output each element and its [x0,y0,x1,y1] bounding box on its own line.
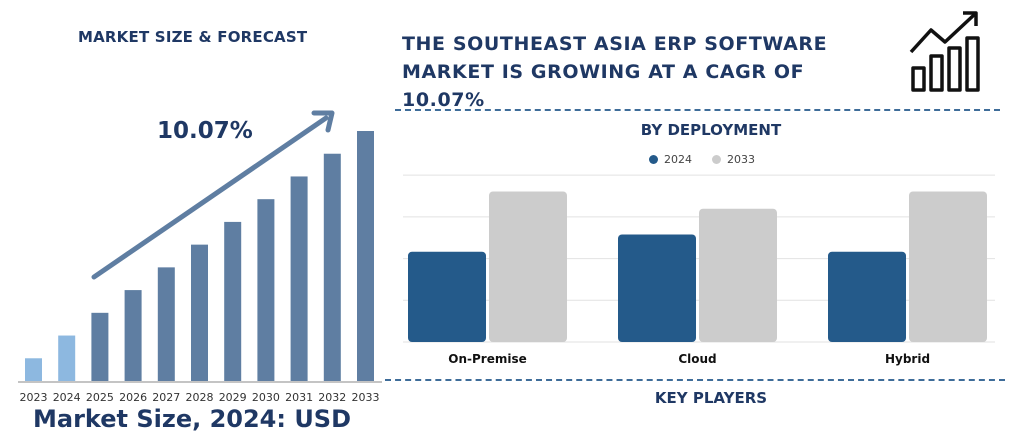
forecast-tick-2027: 2027 [152,391,180,404]
forecast-bar-2027 [157,267,175,381]
legend-item-2033: 2033 [712,153,755,166]
forecast-bar-2028 [191,244,208,381]
growth-chart-icon [909,11,980,92]
forecast-tick-2028: 2028 [186,391,214,404]
market-size-footer: Market Size, 2024: USD [33,405,352,433]
middle-divider [385,379,1005,381]
forecast-bar-2026 [124,290,142,381]
deployment-bar-on-premise-2024 [408,251,486,342]
forecast-bar-2030 [257,199,275,381]
deployment-tick-hybrid: Hybrid [885,352,930,366]
forecast-tick-2031: 2031 [285,391,313,404]
deployment-title: BY DEPLOYMENT [640,121,782,139]
deployment-bar-chart: On-Premise Cloud Hybrid [403,174,995,366]
forecast-bar-2032 [323,153,341,381]
forecast-bar-2024 [58,335,76,381]
legend-swatch-2033 [712,155,721,164]
forecast-bar-2031 [290,176,308,381]
forecast-bar-chart: 2023 2024 2025 2026 2027 2028 2029 2030 2031 2032… [18,110,382,404]
growth-arrow [91,115,329,280]
market-size-title: MARKET SIZE & FORECAST [78,28,308,46]
cagr-annotation: 10.07% [157,118,253,144]
deployment-bar-cloud-2024 [618,234,696,342]
forecast-tick-2026: 2026 [119,391,147,404]
legend-label-2033: 2033 [727,153,755,166]
deployment-bar-cloud-2033 [699,208,777,342]
forecast-bar-2023 [25,358,42,381]
forecast-tick-2023: 2023 [20,391,48,404]
forecast-tick-2025: 2025 [86,391,114,404]
deployment-tick-on-premise: On-Premise [448,352,526,366]
headline: THE SOUTHEAST ASIA ERP SOFTWARE MARKET I… [402,33,828,111]
forecast-tick-2033: 2033 [352,391,380,404]
deployment-bar-hybrid-2033 [909,191,987,342]
forecast-tick-2029: 2029 [219,391,247,404]
legend-swatch-2024 [649,155,658,164]
forecast-bar-2033 [357,131,374,381]
forecast-tick-2032: 2032 [318,391,346,404]
deployment-bar-on-premise-2033 [489,191,567,342]
forecast-tick-2024: 2024 [53,391,81,404]
forecast-bar-2029 [224,221,242,381]
forecast-tick-2030: 2030 [252,391,280,404]
legend-label-2024: 2024 [664,153,692,166]
deployment-tick-cloud: Cloud [678,352,716,366]
deployment-bar-hybrid-2024 [828,251,906,342]
forecast-bar-2025 [91,312,109,381]
legend-item-2024: 2024 [649,153,692,166]
header-divider [395,109,1000,111]
key-players-title: KEY PLAYERS [654,389,768,407]
deployment-legend: 2024 2033 [649,153,755,166]
growth-arrow-head [311,110,335,133]
